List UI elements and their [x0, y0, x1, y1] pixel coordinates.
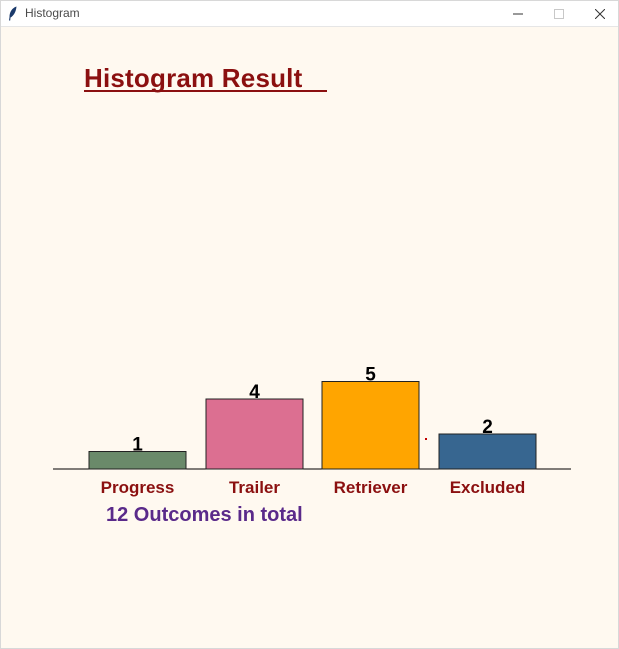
window-title: Histogram	[25, 6, 80, 20]
marker-dot	[425, 438, 427, 440]
maximize-button[interactable]	[539, 1, 579, 26]
bar-value-excluded: 2	[482, 417, 493, 438]
bar-retriever	[321, 381, 420, 470]
minimize-button[interactable]	[498, 1, 538, 26]
close-button[interactable]	[580, 1, 619, 26]
minimize-icon	[513, 13, 523, 14]
bar-value-trailer: 4	[249, 382, 260, 403]
category-label-excluded: Excluded	[450, 478, 526, 497]
bar-progress	[88, 451, 187, 470]
bar-value-retriever: 5	[365, 365, 376, 386]
title-bar[interactable]: Histogram	[1, 1, 618, 27]
feather-icon	[9, 6, 17, 21]
category-label-trailer: Trailer	[229, 478, 280, 497]
maximize-icon	[554, 8, 564, 19]
histogram-chart: 1 Progress 4 Trailer 5 Retriever 2 Excluded	[53, 365, 571, 497]
bar-trailer	[205, 398, 304, 470]
category-label-retriever: Retriever	[334, 478, 408, 497]
category-label-progress: Progress	[101, 478, 175, 497]
heading-underline	[84, 90, 327, 92]
outcomes-total: 12 Outcomes in total	[106, 504, 303, 526]
histogram-heading: Histogram Result	[84, 63, 303, 93]
bar-excluded	[438, 433, 537, 470]
bar-value-progress: 1	[132, 435, 143, 456]
close-icon	[595, 8, 605, 19]
